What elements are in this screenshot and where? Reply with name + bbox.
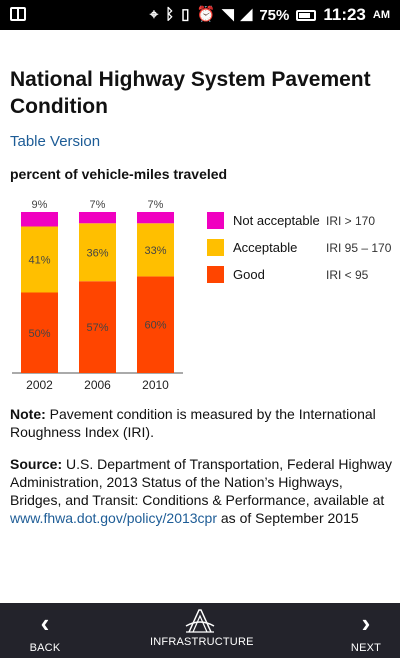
back-label: BACK xyxy=(29,642,61,654)
table-version-link[interactable]: Table Version xyxy=(10,133,101,150)
infrastructure-button[interactable]: INFRASTRUCTURE xyxy=(150,603,254,658)
legend-swatch xyxy=(207,266,224,283)
source: Source: U.S. Department of Transportatio… xyxy=(10,455,395,527)
bar-2002-not-acceptable xyxy=(21,212,58,227)
legend-label: Acceptable xyxy=(233,240,297,255)
data-label: 33% xyxy=(144,245,166,257)
data-label: 7% xyxy=(90,199,106,211)
bar-2010-not-acceptable xyxy=(137,212,174,224)
source-suffix: as of September 2015 xyxy=(217,510,359,526)
wifi-icon: ◥ xyxy=(222,6,234,23)
bar-2002-good xyxy=(21,292,58,373)
legend-range: IRI < 95 xyxy=(326,268,369,282)
bottom-nav: ‹ BACK INFRASTRUCTURE › NEXT xyxy=(0,603,400,658)
data-label: 36% xyxy=(86,247,108,259)
category-label: 2010 xyxy=(142,378,169,392)
category-label: 2002 xyxy=(26,378,53,392)
gps-icon: ⌖ xyxy=(149,6,159,23)
battery-icon xyxy=(296,9,317,21)
app-icon xyxy=(10,7,26,21)
note: Note: Pavement condition is measured by … xyxy=(10,405,392,441)
source-link[interactable]: www.fhwa.dot.gov/policy/2013cpr xyxy=(10,510,217,526)
chevron-right-icon: › xyxy=(361,608,371,638)
data-label: 50% xyxy=(28,328,50,340)
data-label: 7% xyxy=(148,199,164,211)
note-label: Note: xyxy=(10,406,46,422)
next-button[interactable]: › NEXT xyxy=(344,603,388,658)
clock: 11:23 xyxy=(323,5,366,24)
infrastructure-label: INFRASTRUCTURE xyxy=(150,636,254,648)
chevron-left-icon: ‹ xyxy=(40,608,50,638)
status-icons: ⌖ ᛒ ▯ ⏰ ◥ ◢ 75% 11:23 AM xyxy=(150,0,390,30)
data-label: 60% xyxy=(144,320,166,332)
bar-2010-acceptable xyxy=(137,223,174,277)
back-button[interactable]: ‹ BACK xyxy=(25,603,65,658)
alarm-icon: ⏰ xyxy=(196,6,216,23)
legend-swatch xyxy=(207,239,224,256)
bar-2010-good xyxy=(137,276,174,373)
bar-2006-not-acceptable xyxy=(79,212,116,224)
status-bar: ⌖ ᛒ ▯ ⏰ ◥ ◢ 75% 11:23 AM xyxy=(0,0,400,30)
data-label: 9% xyxy=(32,199,48,211)
data-label: 41% xyxy=(28,254,50,266)
legend-swatch xyxy=(207,212,224,229)
legend-label: Not acceptable xyxy=(233,213,320,228)
bar-2006-acceptable xyxy=(79,223,116,282)
signal-icon: ◢ xyxy=(240,6,253,23)
vibrate-icon: ▯ xyxy=(181,6,190,23)
legend-label: Good xyxy=(233,267,265,282)
bar-2006-good xyxy=(79,281,116,373)
data-label: 57% xyxy=(86,322,108,334)
source-text: U.S. Department of Transportation, Feder… xyxy=(10,456,393,508)
legend-range: IRI 95 – 170 xyxy=(326,241,392,255)
chart-subtitle: percent of vehicle-miles traveled xyxy=(10,166,228,182)
next-label: NEXT xyxy=(350,642,382,654)
page-title: National Highway System Pavement Conditi… xyxy=(10,68,371,118)
note-text: Pavement condition is measured by the In… xyxy=(10,406,376,440)
clock-ampm: AM xyxy=(372,9,390,21)
bar-2002-acceptable xyxy=(21,226,58,293)
bluetooth-icon: ᛒ xyxy=(165,6,175,23)
category-label: 2006 xyxy=(84,378,111,392)
legend-range: IRI > 170 xyxy=(326,214,375,228)
bridge-logo-icon xyxy=(185,609,215,633)
battery-percent: 75% xyxy=(259,6,290,24)
pavement-condition-chart: 50% 41% 9% 2002 57% 36% 7% 2006 60% 33% 7% 2010 Not … xyxy=(12,199,392,392)
source-label: Source: xyxy=(10,456,63,472)
